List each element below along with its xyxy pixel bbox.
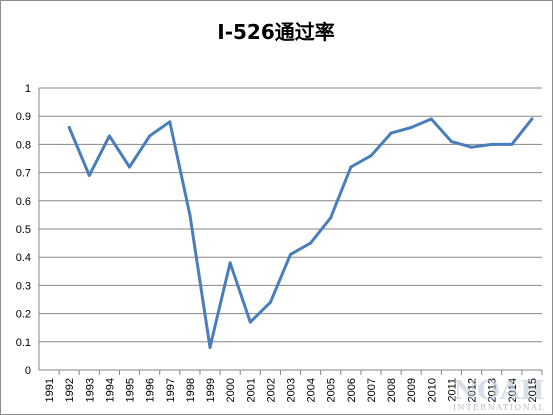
y-tick-label: 0.3 (16, 280, 31, 292)
y-tick-label: 0 (25, 365, 31, 377)
x-tick-label: 2011 (446, 378, 458, 402)
data-point (409, 125, 413, 129)
data-point (369, 154, 373, 158)
data-point (329, 216, 333, 220)
data-point (148, 134, 152, 138)
y-axis-tick-labels: 0 0.1 0.2 0.3 0.4 0.5 0.6 0.7 0.8 0.9 1 (16, 83, 31, 377)
x-tick-label: 2002 (265, 378, 277, 402)
y-tick-label: 0.2 (16, 309, 31, 321)
x-tick-label: 2006 (346, 378, 358, 402)
x-tick-label: 1991 (44, 378, 56, 402)
data-point (67, 125, 71, 129)
data-point (228, 261, 232, 265)
x-tick-label: 2003 (286, 378, 298, 402)
x-tick-label: 1998 (185, 378, 197, 402)
data-point (530, 117, 534, 121)
noah-watermark-logo: NOAH INTERNATIONAL (453, 376, 545, 412)
chart-title: I-526通过率 (217, 20, 335, 44)
data-point (470, 145, 474, 149)
data-point (208, 345, 212, 349)
data-point (349, 165, 353, 169)
y-tick-label: 0.8 (16, 139, 31, 151)
y-tick-label: 0.7 (16, 168, 31, 180)
data-point (389, 131, 393, 135)
data-point (87, 173, 91, 177)
x-tick-label: 1993 (84, 378, 96, 402)
data-point (289, 252, 292, 256)
data-point (449, 140, 453, 144)
data-point (510, 142, 514, 146)
data-point (268, 300, 272, 304)
x-tick-label: 2000 (225, 378, 237, 402)
watermark-sub-text: INTERNATIONAL (453, 403, 545, 412)
series-line-1 (67, 117, 534, 349)
y-tick-label: 0.6 (16, 196, 31, 208)
data-point (490, 142, 494, 146)
x-tick-label: 2005 (326, 378, 338, 402)
x-tick-label: 2010 (426, 378, 438, 402)
data-point (128, 165, 132, 169)
y-tick-label: 0.4 (16, 252, 31, 264)
x-tick-label: 2014 (507, 378, 519, 402)
x-tick-label: 1995 (125, 378, 137, 402)
gridlines (38, 87, 543, 375)
data-point (248, 320, 252, 324)
x-tick-label: 2007 (366, 378, 378, 402)
x-tick-label: 2004 (306, 378, 318, 402)
x-tick-label: 2013 (487, 378, 499, 402)
y-tick-label: 0.9 (16, 111, 31, 123)
x-tick-label: 1992 (64, 378, 76, 402)
y-tick-label: 0.1 (16, 337, 31, 349)
x-axis-tick-labels: 1991 1992 1993 1994 1995 1996 1997 1998 1999 2000… (44, 378, 539, 402)
x-tick-label: 2015 (527, 378, 539, 402)
x-tick-label: 2008 (386, 378, 398, 402)
x-tick-label: 1996 (145, 378, 157, 402)
watermark-main-text: NOAH (453, 376, 544, 406)
data-point (309, 241, 313, 245)
x-tick-label: 2009 (406, 378, 418, 402)
data-point (429, 117, 433, 121)
y-tick-label: 1 (25, 83, 31, 95)
x-tick-label: 1999 (205, 378, 217, 402)
y-tick-label: 0.5 (16, 224, 31, 236)
x-tick-label: 1994 (104, 378, 116, 402)
data-point (168, 120, 172, 124)
data-point (188, 213, 192, 217)
x-tick-label: 1997 (165, 378, 177, 402)
x-tick-label: 2012 (467, 378, 479, 402)
x-tick-label: 2001 (245, 378, 257, 402)
series-layer (67, 117, 534, 349)
data-point (107, 134, 111, 138)
